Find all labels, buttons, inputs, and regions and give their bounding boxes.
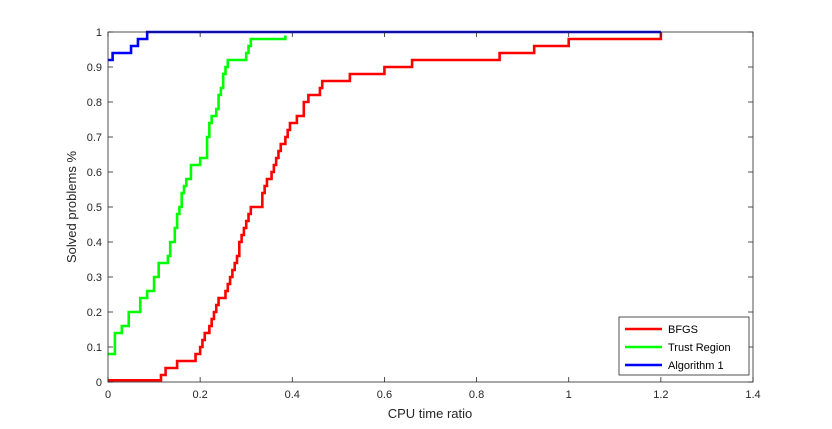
y-tick-label: 0.9 (87, 62, 102, 74)
y-axis-label: Solved problems % (64, 151, 79, 263)
y-tick-label: 0.4 (87, 237, 102, 249)
y-tick-label: 0.1 (87, 342, 102, 354)
y-tick-label: 0 (96, 377, 102, 389)
x-tick-label: 0 (105, 389, 111, 401)
x-tick-label: 1.4 (745, 389, 760, 401)
series-line-bfgs (108, 32, 663, 382)
x-tick-label: 0.8 (469, 389, 484, 401)
y-tick-label: 0.7 (87, 132, 102, 144)
y-axis: 0 0.1 0.2 0.3 0.4 0.5 0.6 0.7 0.8 0.9 1 (87, 27, 753, 389)
series-layer (108, 30, 663, 382)
x-axis-label: CPU time ratio (388, 406, 473, 421)
x-tick-label: 1.2 (653, 389, 668, 401)
y-tick-label: 0.8 (87, 97, 102, 109)
series-line-trust-region (108, 35, 287, 356)
x-axis: 0 0.2 0.4 0.6 0.8 1 1.2 1.4 (105, 32, 761, 401)
legend-label: BFGS (668, 324, 698, 336)
x-tick-label: 0.6 (377, 389, 392, 401)
y-tick-label: 1 (96, 27, 102, 39)
y-tick-label: 0.5 (87, 202, 102, 214)
y-tick-label: 0.3 (87, 272, 102, 284)
y-tick-label: 0.6 (87, 167, 102, 179)
legend-label: Trust Region (668, 342, 731, 354)
x-tick-label: 1 (566, 389, 572, 401)
legend-label: Algorithm 1 (668, 360, 724, 372)
legend: BFGS Trust Region Algorithm 1 (618, 316, 750, 376)
x-tick-label: 0.2 (192, 389, 207, 401)
x-tick-label: 0.4 (285, 389, 300, 401)
series-line-algorithm-1 (108, 30, 661, 62)
y-tick-label: 0.2 (87, 307, 102, 319)
